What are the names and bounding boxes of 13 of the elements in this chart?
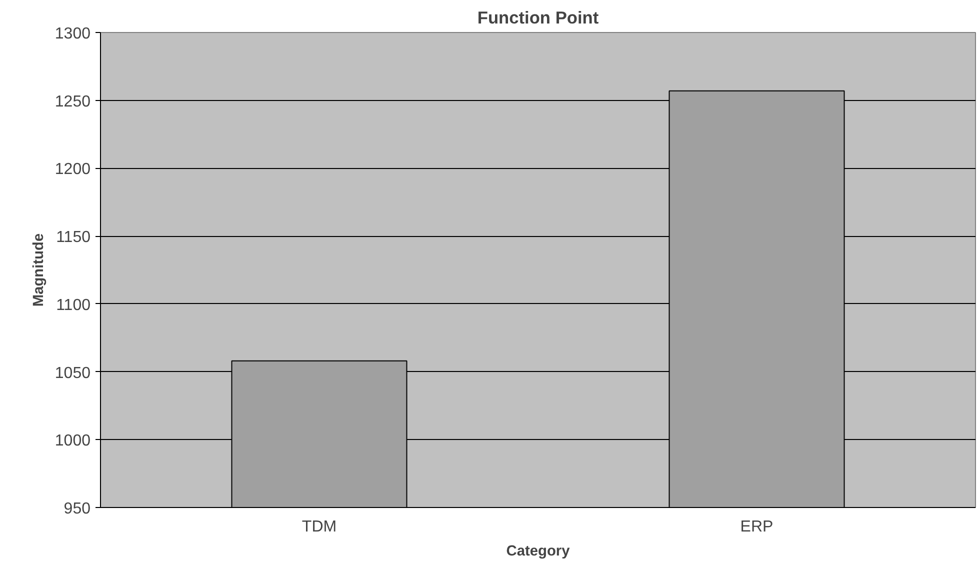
y-tick-label: 1200 [54, 161, 91, 178]
y-tick-label: 1100 [56, 296, 91, 314]
y-tick-label: 1250 [54, 93, 91, 110]
y-tick-label: 1300 [54, 26, 91, 42]
x-tick-label: TDM [302, 518, 337, 536]
y-axis-title: Magnitude [30, 233, 47, 307]
y-tick-label: 950 [64, 500, 91, 518]
y-tick-label: 1000 [54, 432, 91, 450]
chart-title: Function Point [477, 8, 599, 28]
x-tick-label: ERP [740, 518, 774, 536]
y-tick-label: 1150 [56, 229, 91, 246]
x-axis-title: Category [506, 544, 571, 560]
y-tick-label: 1050 [54, 364, 91, 382]
